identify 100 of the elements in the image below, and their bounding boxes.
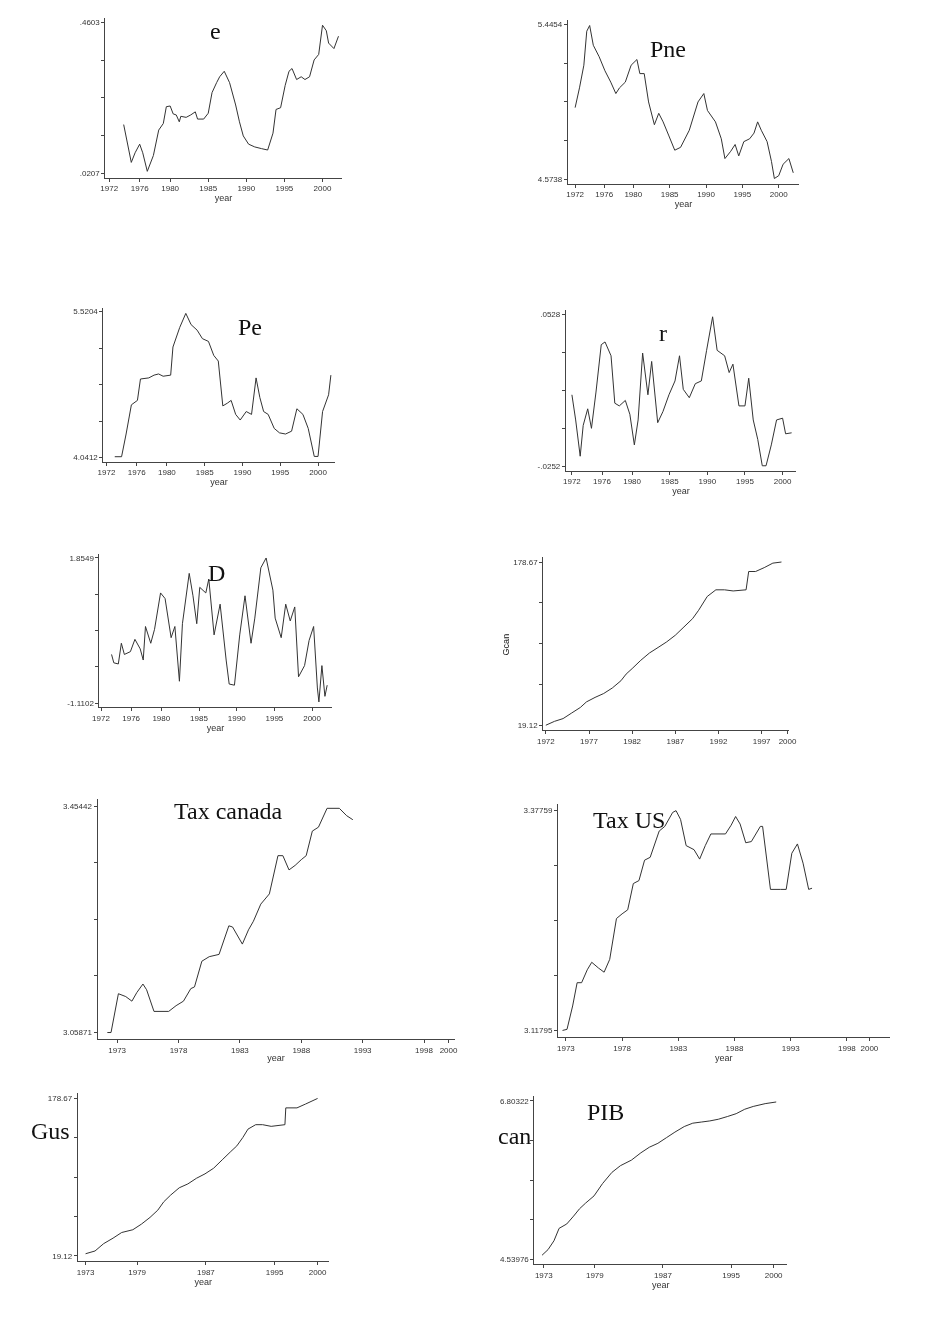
x-tick-label: 1973 xyxy=(534,1270,554,1280)
x-tick-label: 1985 xyxy=(660,477,680,487)
x-axis-title: year xyxy=(715,1052,733,1063)
x-tick-label: 1995 xyxy=(736,477,755,487)
y-tick-label: -.0252 xyxy=(537,461,561,471)
chart-title: e xyxy=(210,18,221,44)
x-tick-label: 1987 xyxy=(196,1267,216,1277)
y-tick-label: .0528 xyxy=(540,309,561,319)
chart-title: Tax US xyxy=(593,807,666,833)
x-tick-label: 1980 xyxy=(152,714,171,724)
y-tick-label: 3.37759 xyxy=(523,806,553,816)
x-tick-label: 1973 xyxy=(556,1043,576,1053)
x-tick-label: 1993 xyxy=(781,1043,801,1053)
x-tick-label: 1995 xyxy=(265,1267,285,1277)
y-tick-label: 3.45442 xyxy=(63,801,93,811)
x-tick-label: 1980 xyxy=(161,184,180,194)
x-tick-label: 1978 xyxy=(169,1045,188,1055)
x-tick-label: 2000 xyxy=(860,1043,879,1053)
y-tick-label: -1.1102 xyxy=(67,698,95,708)
x-tick-label: 1976 xyxy=(122,714,141,724)
x-tick-label: 1979 xyxy=(585,1270,605,1280)
x-tick-label: 1978 xyxy=(613,1043,632,1053)
y-tick-label: 3.05871 xyxy=(63,1028,93,1038)
chart-title: PIB xyxy=(587,1099,625,1125)
y-tick-label: 4.53976 xyxy=(499,1254,530,1264)
x-tick-label: 1979 xyxy=(128,1267,147,1277)
x-tick-label: 2000 xyxy=(309,468,328,478)
y-axis-title: can xyxy=(498,1123,532,1149)
y-axis-title: Gcan xyxy=(501,633,512,656)
y-tick-label: 4.0412 xyxy=(73,453,99,463)
x-tick-label: 1980 xyxy=(623,477,642,487)
y-tick-label: .4603 xyxy=(79,18,101,28)
x-tick-label: 1990 xyxy=(698,477,717,487)
x-tick-label: 1982 xyxy=(623,737,642,747)
x-axis-title: year xyxy=(652,1279,670,1290)
line-series xyxy=(111,557,328,703)
x-axis-title: year xyxy=(206,723,225,734)
x-tick-label: 1990 xyxy=(233,468,252,478)
x-axis-title: year xyxy=(672,486,690,497)
chart-title: r xyxy=(659,320,667,346)
chart-title: Pe xyxy=(238,314,262,340)
x-tick-label: 1976 xyxy=(593,477,612,487)
x-tick-label: 2000 xyxy=(303,714,322,724)
line-series xyxy=(574,25,794,180)
y-tick-label: 5.4454 xyxy=(537,20,563,30)
x-tick-label: 1987 xyxy=(654,1270,673,1280)
x-tick-label: 1985 xyxy=(195,468,215,478)
x-tick-label: 2000 xyxy=(764,1270,784,1280)
x-axis-title: year xyxy=(210,477,228,488)
x-tick-label: 1973 xyxy=(108,1045,127,1055)
x-tick-label: 1985 xyxy=(660,190,680,200)
x-tick-label: 1995 xyxy=(271,468,290,478)
x-tick-label: 2000 xyxy=(773,477,793,487)
x-tick-label: 1990 xyxy=(237,184,256,194)
x-tick-label: 1972 xyxy=(566,190,585,200)
x-tick-label: 2000 xyxy=(769,190,789,200)
x-tick-label: 1983 xyxy=(669,1043,688,1053)
x-tick-label: 1983 xyxy=(231,1045,250,1055)
chart-title: D xyxy=(208,560,226,586)
x-tick-label: 1995 xyxy=(733,190,752,200)
x-axis-title: year xyxy=(214,193,233,204)
y-tick-label: 19.12 xyxy=(52,1251,73,1261)
x-axis-title: year xyxy=(267,1052,285,1063)
x-tick-label: 1972 xyxy=(563,477,582,487)
x-tick-label: 1976 xyxy=(127,468,147,478)
x-tick-label: 1998 xyxy=(415,1045,434,1055)
x-tick-label: 1972 xyxy=(97,468,116,478)
x-axis-title: year xyxy=(674,199,693,210)
line-series xyxy=(562,810,813,1031)
y-tick-label: 6.80322 xyxy=(499,1096,530,1106)
x-tick-label: 1972 xyxy=(536,737,556,747)
x-tick-label: 1987 xyxy=(666,737,685,747)
x-tick-label: 1997 xyxy=(752,737,772,747)
x-tick-label: 2000 xyxy=(439,1045,459,1055)
x-tick-label: 1976 xyxy=(130,184,150,194)
x-tick-label: 1998 xyxy=(838,1043,857,1053)
y-tick-label: 178.67 xyxy=(513,557,539,567)
x-tick-label: 1972 xyxy=(100,184,119,194)
x-tick-label: 1995 xyxy=(275,184,294,194)
x-tick-label: 1988 xyxy=(292,1045,311,1055)
x-tick-label: 1990 xyxy=(697,190,716,200)
x-tick-label: 1995 xyxy=(265,714,284,724)
chart-title: Tax canada xyxy=(174,798,283,824)
x-tick-label: 1980 xyxy=(624,190,643,200)
x-tick-label: 1980 xyxy=(158,468,177,478)
x-tick-label: 1988 xyxy=(725,1043,744,1053)
x-axis-title: year xyxy=(194,1276,213,1287)
y-tick-label: 19.12 xyxy=(517,721,539,731)
y-axis-title: Gus xyxy=(31,1118,70,1144)
x-tick-label: 1995 xyxy=(722,1270,741,1280)
y-tick-label: 178.67 xyxy=(47,1094,73,1104)
line-series xyxy=(85,1097,319,1255)
y-tick-label: 4.5738 xyxy=(537,175,563,185)
line-series xyxy=(571,316,793,467)
x-tick-label: 2000 xyxy=(308,1267,328,1277)
x-tick-label: 1972 xyxy=(92,714,111,724)
y-tick-label: 1.8549 xyxy=(69,553,95,563)
line-series xyxy=(541,1101,777,1256)
y-tick-label: 5.5204 xyxy=(73,307,99,317)
x-tick-label: 1976 xyxy=(595,190,614,200)
